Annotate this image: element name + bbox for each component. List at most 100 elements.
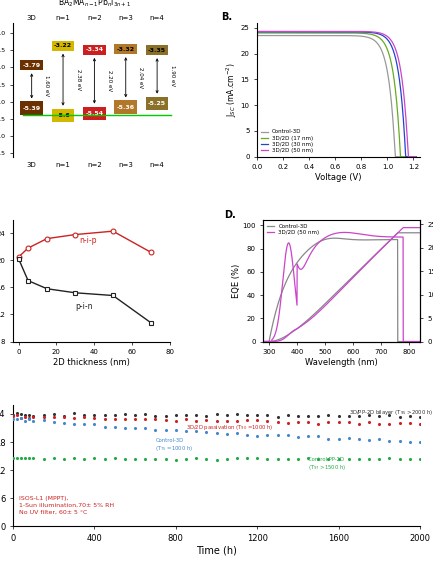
Point [233,453,240,462]
Point [417,412,423,421]
Point [172,416,179,425]
Point [243,410,250,419]
Point [152,414,159,423]
Point [396,454,403,463]
Point [121,414,128,423]
Text: 2.04 eV: 2.04 eV [138,67,143,88]
Control-3D [368,237,374,243]
Point [305,411,312,420]
X-axis label: Voltage (V): Voltage (V) [315,173,362,182]
Point [193,416,200,425]
Point [274,417,281,426]
3D/2D (50 nm) [330,28,335,35]
Point [284,411,291,420]
Point [305,454,312,463]
Point [50,418,57,427]
Point [365,454,372,464]
Point [101,415,108,424]
Point [172,426,179,435]
Point [193,453,200,462]
Line: Control-3D: Control-3D [263,238,420,341]
Text: -5.54: -5.54 [85,111,103,116]
3D/2D (50 nm) [417,338,423,345]
Point [386,453,393,462]
Point [152,426,159,435]
3D/2D (30 nm) [255,28,260,35]
Point [40,415,47,424]
Point [223,411,230,420]
Bar [114,44,137,54]
Point [254,416,261,425]
Y-axis label: EQE (%): EQE (%) [232,264,241,298]
X-axis label: Wavelength (nm): Wavelength (nm) [305,358,378,367]
Point [346,434,352,443]
Point [183,415,190,424]
Text: n=1: n=1 [55,15,71,21]
Text: -3.79: -3.79 [23,63,41,68]
Text: 3D: 3D [27,15,36,21]
Line: 3D/2D (30 nm): 3D/2D (30 nm) [257,32,416,157]
Point [203,427,210,436]
Control-3D [324,235,330,242]
Point [325,418,332,427]
Control-3D [330,235,335,242]
Y-axis label: J$_{SC}$ (mA.cm$^{-2}$): J$_{SC}$ (mA.cm$^{-2}$) [225,62,239,117]
Text: n=2: n=2 [87,15,102,21]
Point [71,409,78,418]
Text: 3D/2D passivation (T$_{90}$ =1000 h): 3D/2D passivation (T$_{90}$ =1000 h) [186,423,274,432]
Point [22,410,29,419]
Point [376,434,383,443]
Control-3D [261,338,266,345]
3D/2D (17 nm) [341,29,346,36]
Point [40,454,47,464]
Point [172,410,179,419]
Bar [146,97,168,110]
3D/2D (50 nm) [255,28,260,35]
3D/2D (50 nm) [386,233,391,240]
Point [26,413,33,422]
Text: -3.34: -3.34 [85,48,103,52]
Point [91,410,98,419]
Point [10,453,16,462]
3D/2D (17 nm) [410,153,415,160]
3D/2D (30 nm) [341,28,346,35]
Point [91,454,98,463]
Text: p-i-n: p-i-n [75,302,93,311]
Point [335,454,342,464]
Point [162,454,169,464]
Text: -5.36: -5.36 [116,105,135,110]
Point [325,454,332,464]
Text: 2.38 eV: 2.38 eV [76,69,81,90]
Point [111,422,118,431]
X-axis label: Time (h): Time (h) [196,546,237,556]
Point [121,410,128,419]
Point [203,454,210,464]
Point [335,418,342,427]
3D/2D (17 nm) [414,153,419,160]
Point [101,422,108,431]
Point [355,419,362,428]
Point [18,409,25,418]
Point [386,411,393,420]
Point [91,420,98,429]
Bar [52,109,74,122]
Point [365,436,372,445]
Control-3D [332,235,337,242]
Point [81,454,87,464]
Text: 1.60 eV: 1.60 eV [44,75,49,96]
Point [121,454,128,464]
Point [203,411,210,420]
Point [101,411,108,420]
Point [30,411,37,421]
Point [50,412,57,421]
Bar [83,106,106,120]
3D/2D (50 nm) [385,33,390,40]
Point [294,417,301,426]
3D/2D (50 nm) [342,229,347,236]
Point [30,453,37,462]
Text: D.: D. [224,210,236,220]
Point [274,454,281,463]
Point [315,411,322,420]
Point [417,454,423,464]
Point [264,417,271,426]
